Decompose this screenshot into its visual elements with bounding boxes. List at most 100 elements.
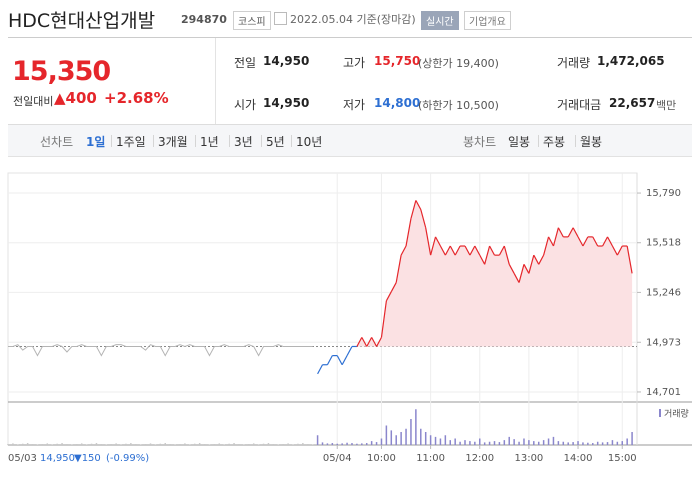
- today-line-segment: [420, 209, 427, 228]
- tab[interactable]: 1주일: [116, 135, 146, 149]
- y-tick-label: 14,973: [646, 337, 681, 348]
- tab[interactable]: 일봉: [508, 135, 531, 149]
- tab[interactable]: 월봉: [580, 135, 603, 149]
- today-line-segment: [336, 355, 343, 366]
- separator: [153, 135, 154, 147]
- stat-value: 1,472,065: [597, 54, 665, 68]
- today-line-segment: [430, 236, 437, 256]
- today-line-segment: [513, 273, 520, 283]
- footer-rate: (-0.99%): [106, 453, 149, 464]
- change-rate: +2.68%: [104, 89, 169, 107]
- today-line-segment: [317, 364, 324, 375]
- stock-name: HDC현대산업개발: [8, 10, 156, 32]
- today-line-segment: [405, 218, 412, 247]
- stat-value: 15,750: [374, 54, 421, 68]
- today-line-segment: [444, 245, 451, 256]
- today-line-segment: [449, 245, 456, 256]
- today-line-segment: [326, 355, 333, 366]
- chart-tabs: 선차트 1일 1주일 3개월 1년 3년 5년 10년 봉차트 일봉 주봉 월봉: [8, 125, 692, 157]
- change: ▲400: [54, 89, 97, 107]
- stat-value: 14,950: [263, 54, 310, 68]
- today-line-segment: [385, 291, 392, 302]
- stat-value: 14,950: [263, 96, 310, 110]
- today-area: [356, 200, 633, 347]
- today-line-segment: [346, 346, 353, 356]
- tab[interactable]: 1년: [200, 135, 219, 149]
- volume-legend: 거래량: [664, 408, 689, 420]
- today-line-segment: [361, 337, 368, 347]
- stock-code: 294870: [181, 13, 227, 26]
- volume-legend-swatch: [659, 409, 661, 417]
- stat-label: 시가: [234, 98, 257, 112]
- today-line-segment: [567, 227, 574, 238]
- today-line-segment: [503, 245, 510, 265]
- company-info-button[interactable]: 기업개요: [464, 11, 511, 30]
- x-tick-label: 13:00: [514, 453, 543, 464]
- today-line-segment: [341, 355, 348, 366]
- footer-close: 14,950: [40, 453, 75, 464]
- y-tick-label: 15,246: [646, 287, 681, 298]
- divider: [215, 38, 216, 124]
- today-line-segment: [400, 245, 407, 256]
- tab[interactable]: 주봉: [543, 135, 566, 149]
- tab[interactable]: 3개월: [158, 135, 188, 149]
- today-line-segment: [538, 254, 545, 265]
- footer-date: 05/03: [8, 453, 37, 464]
- x-tick-label: 05/04: [323, 453, 352, 464]
- x-tick-label: 11:00: [416, 453, 445, 464]
- today-line-segment: [626, 245, 633, 274]
- current-price: 15,350: [12, 56, 111, 87]
- separator: [575, 135, 576, 147]
- x-tick-label: 14:00: [564, 453, 593, 464]
- today-line-segment: [464, 245, 471, 256]
- stat-sub: (상한가 19,400): [418, 57, 499, 70]
- today-line-segment: [611, 245, 618, 256]
- realtime-badge[interactable]: 실시간: [421, 11, 459, 30]
- tab[interactable]: 5년: [266, 135, 285, 149]
- separator: [261, 135, 262, 147]
- stat-label: 전일: [234, 56, 257, 70]
- stat-unit: 백만: [656, 99, 677, 112]
- today-line-segment: [474, 245, 481, 256]
- today-line-segment: [592, 236, 599, 247]
- today-line-segment: [498, 245, 505, 256]
- today-line-segment: [395, 255, 402, 283]
- tab[interactable]: 1일: [86, 135, 106, 149]
- today-line-segment: [543, 236, 550, 256]
- base-date: 2022.05.04 기준(장마감): [290, 13, 416, 26]
- stat-label: 거래량: [557, 56, 591, 70]
- y-tick-label: 14,701: [646, 387, 681, 398]
- tab: 봉차트: [463, 135, 497, 149]
- today-line-segment: [602, 236, 609, 247]
- y-tick-label: 15,790: [646, 188, 681, 199]
- today-line-segment: [518, 264, 525, 283]
- stat-label: 고가: [343, 56, 366, 70]
- market-badge: 코스피: [233, 11, 271, 30]
- today-line-segment: [557, 227, 564, 238]
- today-line-segment: [390, 282, 397, 292]
- tab: 선차트: [40, 135, 74, 149]
- stat-value: 22,657: [609, 96, 656, 110]
- x-tick-label: 10:00: [367, 453, 396, 464]
- today-line-segment: [606, 236, 613, 247]
- footer-change: ▼150: [74, 453, 101, 464]
- stat-label: 저가: [343, 98, 366, 112]
- stat-sub: (하한가 10,500): [418, 99, 499, 112]
- tab[interactable]: 3년: [234, 135, 253, 149]
- today-line-segment: [533, 254, 540, 265]
- today-line-segment: [434, 236, 441, 247]
- today-line-segment: [548, 236, 554, 247]
- today-line-segment: [425, 227, 432, 256]
- y-tick-label: 15,518: [646, 238, 681, 249]
- today-line-segment: [356, 337, 363, 347]
- today-line-segment: [572, 227, 579, 238]
- tab[interactable]: 10년: [296, 135, 323, 149]
- today-line-segment: [508, 263, 515, 274]
- today-line-segment: [380, 300, 387, 338]
- today-line-segment: [366, 337, 373, 347]
- today-line-segment: [582, 236, 589, 247]
- today-line-segment: [528, 254, 535, 274]
- today-line-segment: [454, 245, 461, 256]
- x-tick-label: 12:00: [465, 453, 494, 464]
